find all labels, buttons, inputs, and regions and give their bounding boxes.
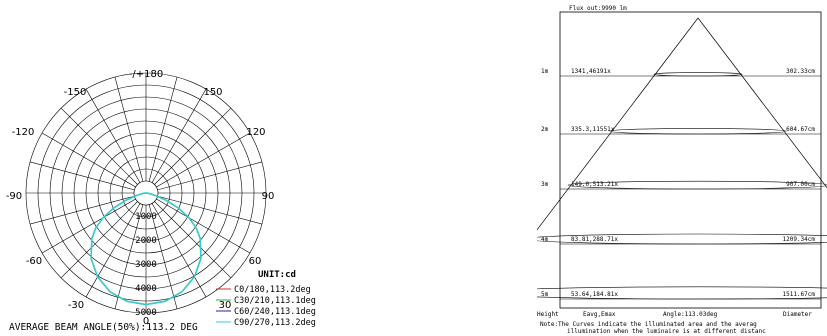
note-line-1: Note:The Curves indicate the illuminated… [540,321,757,328]
row-height-1m: 1m [541,68,549,75]
angle-label-neg30: -30 [68,300,84,311]
polar-spoke [151,203,207,298]
row-illum-3m: 149.0,513.21x [571,181,618,188]
illuminance-cone-chart: Flux out:9990 lm 1m 1341,46191x 302.33cm… [537,5,827,335]
intensity-curve-group [90,192,202,306]
row-height-4m: 4m [541,236,549,243]
ring-label-1000: 1000 [135,212,157,222]
angle-label-neg150: -150 [64,87,87,98]
row-diameter-5m: 1511.67cm [782,291,815,298]
polar-spoke [30,195,135,225]
polar-spoke [60,107,138,185]
row-diameter-1m: 302.33cm [786,68,815,75]
cone-edge-left [537,17,699,231]
polar-grid [25,72,267,314]
angle-label-neg60: -60 [26,256,42,267]
cone-ellipse [609,128,787,135]
beam-angle-caption: AVERAGE BEAM ANGLE(50%):113.2 DEG [9,322,198,333]
cone-ellipse [567,180,827,190]
footer-eavg: Eavg,Emax [583,311,616,318]
angle-label-0: 0 [143,316,149,327]
angle-label-90: 90 [262,191,275,202]
polar-spoke [157,195,262,225]
angle-label-120: 120 [246,127,265,138]
polar-spoke [114,77,144,182]
footer-diameter: Diameter [783,311,812,318]
angle-label-30: 30 [219,300,232,311]
cone-ellipse [653,72,743,77]
polar-spoke [151,88,207,183]
polar-spoke [157,161,262,191]
ring-label-4000: 4000 [135,284,157,294]
row-height-5m: 5m [541,291,549,298]
polar-spoke [114,204,144,309]
polar-spoke [154,107,232,185]
cone-ellipse [537,233,827,245]
ring-label-5000: 5000 [135,308,157,318]
polar-spoke [60,201,138,279]
polar-spoke [156,132,251,188]
angle-label-180: -/+180 [129,69,163,80]
footer-height: Height [537,311,559,318]
angle-label-neg90: -90 [6,191,22,202]
polar-spoke [156,198,251,254]
polar-spoke [154,201,232,279]
polar-spoke [85,203,141,298]
legend-text-c30: C30/210,113.1deg [234,296,316,306]
polar-spoke [148,77,178,182]
row-diameter-3m: 907.00cm [786,181,815,188]
row-diameter-2m: 604.67cm [786,126,815,133]
polar-spoke [30,161,135,191]
footer-angle: Angle:113.03deg [663,311,718,318]
cone-ellipse [537,286,827,300]
row-height-3m: 3m [541,181,549,188]
note-line-2: illumination when the luminaire is at di… [567,328,766,335]
angle-label-150: 150 [203,87,222,98]
row-illum-4m: 83.81,288.71x [571,236,618,243]
flux-label: Flux out:9990 lm [569,5,627,12]
polar-intensity-chart: -/+180 -150 150 -120 120 -90 90 -60 60 -… [6,69,316,333]
cone-edge-right [697,17,827,189]
row-illum-1m: 1341,46191x [571,68,611,75]
row-illum-5m: 53.64,184.81x [571,291,618,298]
polar-spoke [148,204,178,309]
ring-label-2000: 2000 [135,236,157,246]
cone-frame [559,11,822,309]
row-diameter-4m: 1209.34cm [782,236,815,243]
polar-spoke [41,198,136,254]
ring-label-3000: 3000 [135,260,157,270]
angle-label-neg120: -120 [12,127,35,138]
curve-c90 [90,192,202,306]
polar-spoke [85,88,141,183]
row-height-2m: 2m [541,126,549,133]
legend-text-c60: C60/240,113.1deg [234,307,316,317]
cone-grid [537,11,827,309]
legend-text-c0: C0/180,113.2deg [234,285,311,295]
row-illum-2m: 335.3,11551x [571,126,615,133]
unit-label: UNIT:cd [258,270,296,280]
legend-text-c90: C90/270,113.2deg [234,318,316,328]
polar-spoke [41,132,136,188]
angle-label-60: 60 [249,256,262,267]
